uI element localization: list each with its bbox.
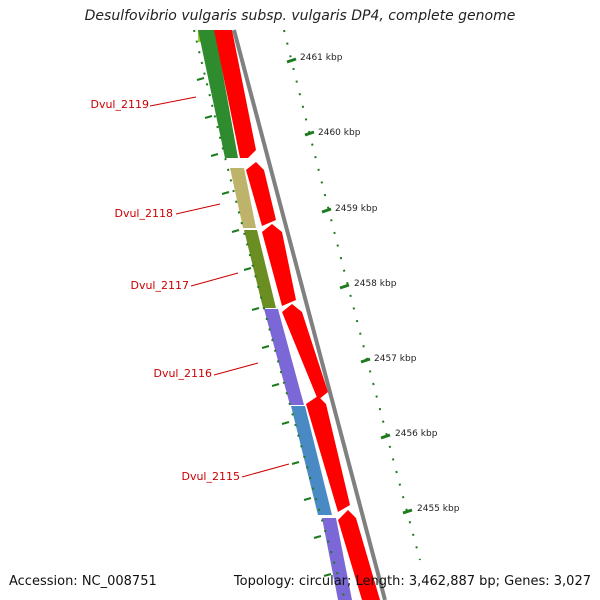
kbp-tick-marks — [286, 57, 413, 515]
gene-label-leaders — [149, 96, 290, 478]
tick-label-2461: 2461 kbp — [300, 53, 343, 63]
tick-label-2457: 2457 kbp — [374, 354, 417, 364]
inner-dotted-guide — [193, 29, 346, 600]
genome-info-text: Topology: circular; Length: 3,462,887 bp… — [233, 574, 591, 589]
inner-tick-marks — [196, 77, 332, 577]
gene-segment-dvul-2119[interactable] — [198, 30, 238, 158]
gene-segment-dvul-2118[interactable] — [230, 168, 256, 228]
cds-arrow-3[interactable] — [262, 224, 296, 306]
kbp-tick-labels: 2461 kbp 2460 kbp 2459 kbp 2458 kbp 2457… — [300, 53, 460, 514]
tick-label-2456: 2456 kbp — [395, 429, 438, 439]
map-title: Desulfovibrio vulgaris subsp. vulgaris D… — [84, 8, 516, 24]
gene-label-dvul-2119: Dvul_2119 — [90, 98, 149, 111]
gene-label-dvul-2118: Dvul_2118 — [114, 207, 173, 220]
tick-label-2455: 2455 kbp — [417, 504, 460, 514]
cds-arrow-2[interactable] — [246, 162, 276, 226]
cds-arrow-5[interactable] — [306, 396, 350, 512]
gene-label-dvul-2117: Dvul_2117 — [130, 279, 189, 292]
gene-segment-bottom[interactable] — [322, 518, 352, 600]
accession-text: Accession: NC_008751 — [9, 574, 157, 589]
gene-labels: Dvul_2119 Dvul_2118 Dvul_2117 Dvul_2116 … — [90, 98, 240, 483]
gene-label-dvul-2115: Dvul_2115 — [181, 470, 240, 483]
tick-label-2460: 2460 kbp — [318, 128, 361, 138]
cds-arrow-1[interactable] — [214, 30, 256, 158]
gene-segment-dvul-2116[interactable] — [264, 309, 304, 405]
gene-segment-dvul-2115[interactable] — [291, 406, 332, 515]
gene-segment-dvul-2117[interactable] — [244, 230, 276, 308]
gene-label-dvul-2116: Dvul_2116 — [153, 367, 212, 380]
tick-label-2458: 2458 kbp — [354, 279, 397, 289]
cds-arrow-4[interactable] — [282, 304, 328, 400]
genome-backbone — [232, 29, 387, 600]
cds-arrow-6[interactable] — [338, 510, 380, 600]
tick-label-2459: 2459 kbp — [335, 204, 378, 214]
